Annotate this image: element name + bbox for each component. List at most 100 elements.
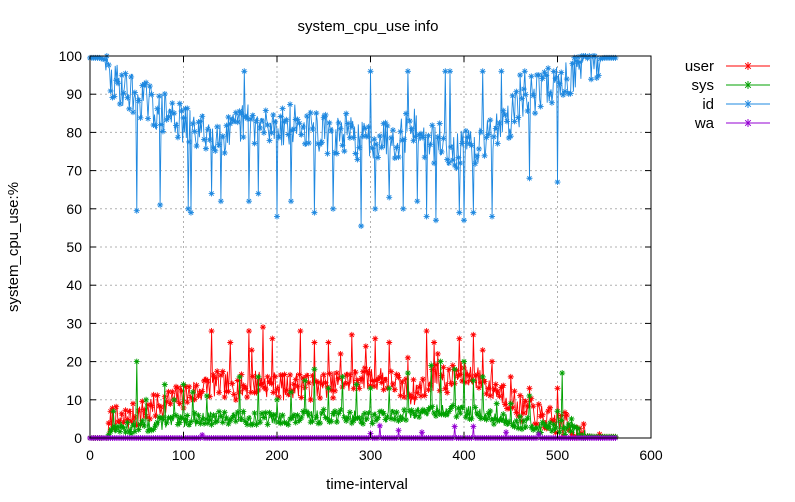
- data-point-id: [311, 209, 318, 216]
- data-point-user: [596, 431, 603, 438]
- data-point-sys: [260, 414, 267, 421]
- data-point-user: [472, 372, 479, 379]
- data-point-id: [343, 110, 350, 117]
- data-point-id: [461, 217, 467, 224]
- y-tick-label: 100: [59, 48, 83, 64]
- data-point-user: [380, 386, 387, 393]
- data-point-user: [397, 392, 404, 399]
- data-point-user: [464, 371, 471, 378]
- data-point-user: [365, 370, 372, 377]
- x-tick-label: 200: [265, 447, 289, 463]
- data-point-user: [483, 390, 490, 397]
- data-point-user: [318, 380, 325, 387]
- data-point-sys: [288, 389, 295, 396]
- data-point-id: [148, 91, 155, 98]
- data-point-id: [382, 119, 389, 126]
- data-point-id: [496, 119, 503, 126]
- data-point-sys: [232, 418, 239, 425]
- y-tick-label: 60: [66, 201, 82, 217]
- y-tick-label: 20: [66, 354, 82, 370]
- data-point-id: [174, 134, 181, 141]
- data-point-user: [270, 389, 277, 396]
- data-point-id: [401, 136, 408, 143]
- data-point-sys: [296, 417, 303, 424]
- data-point-sys: [560, 425, 567, 432]
- data-point-user: [281, 371, 288, 378]
- data-point-user: [569, 431, 576, 438]
- data-point-sys: [483, 416, 490, 423]
- y-tick-label: 70: [66, 163, 82, 179]
- data-point-wa: [535, 431, 542, 438]
- data-point-id: [244, 115, 251, 122]
- data-point-id: [417, 130, 424, 137]
- data-point-user: [401, 394, 408, 401]
- data-point-sys: [227, 417, 234, 424]
- data-point-id: [201, 136, 208, 143]
- data-point-sys: [410, 410, 417, 417]
- data-point-user: [269, 335, 276, 342]
- data-point-user: [470, 331, 477, 338]
- data-point-sys: [191, 410, 198, 417]
- legend-label: user: [685, 58, 714, 75]
- data-point-id: [612, 54, 619, 61]
- series-line-id: [90, 55, 617, 227]
- data-point-id: [451, 162, 458, 169]
- data-point-id: [548, 99, 555, 106]
- data-point-user: [382, 376, 389, 383]
- data-point-id: [307, 109, 314, 116]
- data-point-id: [249, 112, 256, 119]
- series-id: [87, 53, 619, 229]
- data-point-id: [436, 120, 443, 127]
- data-point-id: [547, 91, 554, 98]
- data-point-id: [98, 55, 105, 62]
- data-point-user: [520, 410, 527, 417]
- y-tick-label: 80: [66, 124, 82, 140]
- data-point-id: [216, 141, 223, 148]
- data-point-user: [459, 377, 466, 384]
- data-point-sys: [479, 373, 486, 380]
- data-point-user: [109, 405, 116, 412]
- data-point-id: [440, 135, 447, 142]
- y-tick-label: 90: [66, 86, 82, 102]
- data-point-user: [550, 418, 557, 425]
- data-point-id: [96, 54, 103, 61]
- data-point-sys: [221, 409, 228, 416]
- data-point-id: [120, 90, 127, 97]
- data-point-sys: [404, 370, 411, 377]
- data-point-sys: [116, 428, 123, 435]
- data-point-user: [341, 380, 348, 387]
- y-tick-label: 50: [66, 239, 82, 255]
- data-point-sys: [333, 418, 340, 425]
- data-point-user: [277, 372, 284, 379]
- data-point-sys: [526, 392, 533, 399]
- data-point-user: [268, 380, 275, 387]
- data-point-id: [567, 90, 574, 97]
- data-point-id: [449, 157, 456, 164]
- data-point-id: [167, 108, 174, 115]
- data-point-user: [515, 413, 522, 420]
- data-point-user: [403, 375, 410, 382]
- data-point-id: [165, 113, 172, 120]
- data-point-id: [303, 113, 310, 120]
- data-point-user: [363, 368, 370, 375]
- data-point-id: [569, 60, 576, 67]
- legend-label: sys: [692, 77, 715, 94]
- data-point-id: [116, 100, 123, 107]
- data-point-id: [178, 108, 185, 115]
- data-point-id: [253, 117, 260, 124]
- data-point-user: [199, 388, 206, 395]
- data-point-user: [457, 371, 464, 378]
- data-point-id: [468, 142, 475, 149]
- data-point-user: [264, 373, 271, 380]
- data-point-sys: [107, 428, 114, 435]
- data-point-user: [395, 374, 402, 381]
- data-point-user: [362, 343, 369, 350]
- data-point-user: [348, 331, 355, 338]
- data-point-id: [318, 139, 325, 146]
- data-point-sys: [322, 414, 329, 421]
- data-point-id: [171, 110, 178, 117]
- data-point-user: [354, 377, 361, 384]
- data-point-id: [391, 155, 398, 162]
- data-point-id: [481, 152, 488, 159]
